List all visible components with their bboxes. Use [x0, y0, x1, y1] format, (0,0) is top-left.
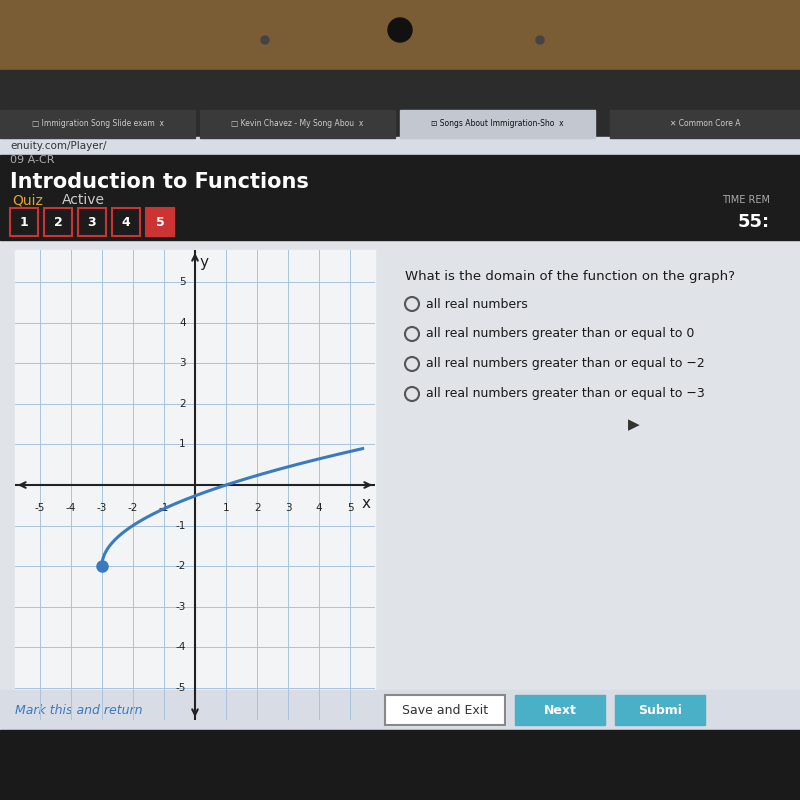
Text: 2: 2	[254, 503, 260, 514]
Text: ✕ Common Core A: ✕ Common Core A	[670, 119, 740, 129]
Bar	[610, 110, 800, 138]
Text: 09 A-CR: 09 A-CR	[10, 155, 54, 165]
Text: 55:: 55:	[738, 213, 770, 231]
Text: 3: 3	[179, 358, 186, 369]
Text: -3: -3	[175, 602, 186, 611]
Text: 4: 4	[316, 503, 322, 514]
Bar	[515, 695, 605, 725]
Text: 4: 4	[179, 318, 186, 328]
Text: ▶: ▶	[628, 418, 640, 433]
Bar	[15, 250, 375, 720]
Text: -5: -5	[175, 682, 186, 693]
Circle shape	[261, 36, 269, 44]
Text: 3: 3	[88, 215, 96, 229]
Text: enuity.com/Player/: enuity.com/Player/	[10, 141, 106, 151]
Bar	[0, 240, 800, 730]
Bar	[0, 0, 800, 70]
Bar	[112, 208, 140, 236]
Bar	[10, 208, 38, 236]
Text: -4: -4	[66, 503, 76, 514]
Text: TIME REM: TIME REM	[722, 195, 770, 205]
Bar	[0, 730, 800, 800]
Text: Next: Next	[543, 703, 577, 717]
Text: ⊡ Songs About Immigration-Sho  x: ⊡ Songs About Immigration-Sho x	[431, 119, 564, 129]
Bar	[78, 208, 106, 236]
Bar	[44, 208, 72, 236]
Text: all real numbers greater than or equal to −2: all real numbers greater than or equal t…	[426, 358, 705, 370]
Text: 1: 1	[20, 215, 28, 229]
Bar	[615, 695, 705, 725]
Text: □ Kevin Chavez - My Song Abou  x: □ Kevin Chavez - My Song Abou x	[231, 119, 364, 129]
Text: all real numbers greater than or equal to −3: all real numbers greater than or equal t…	[426, 387, 705, 401]
Bar	[44, 208, 72, 236]
Text: 5: 5	[179, 278, 186, 287]
Text: -5: -5	[34, 503, 45, 514]
Text: 5: 5	[156, 215, 164, 229]
Text: y: y	[200, 254, 209, 270]
Bar	[10, 208, 38, 236]
Text: □ Immigration Song Slide exam  x: □ Immigration Song Slide exam x	[31, 119, 163, 129]
Text: Active: Active	[62, 193, 105, 207]
Text: -4: -4	[175, 642, 186, 652]
Text: Introduction to Functions: Introduction to Functions	[10, 172, 309, 192]
Text: 1: 1	[222, 503, 230, 514]
Circle shape	[388, 18, 412, 42]
Text: -2: -2	[128, 503, 138, 514]
Text: 4: 4	[122, 215, 130, 229]
Bar	[0, 155, 800, 240]
Text: Mark this and return: Mark this and return	[15, 703, 142, 717]
Text: 5: 5	[347, 503, 354, 514]
Bar	[146, 208, 174, 236]
Bar	[0, 137, 800, 155]
Text: all real numbers: all real numbers	[426, 298, 528, 310]
Circle shape	[536, 36, 544, 44]
Text: Quiz: Quiz	[12, 193, 43, 207]
Text: What is the domain of the function on the graph?: What is the domain of the function on th…	[405, 270, 735, 283]
Text: 1: 1	[179, 439, 186, 450]
Text: x: x	[361, 496, 370, 510]
Bar	[200, 110, 395, 138]
Bar	[0, 70, 800, 140]
Text: -1: -1	[158, 503, 169, 514]
Bar	[146, 208, 174, 236]
Text: 2: 2	[54, 215, 62, 229]
Text: 3: 3	[285, 503, 291, 514]
Text: -1: -1	[175, 521, 186, 530]
Bar	[0, 690, 800, 730]
Text: 2: 2	[179, 399, 186, 409]
Bar	[385, 695, 505, 725]
Bar	[78, 208, 106, 236]
Text: Submi: Submi	[638, 703, 682, 717]
Bar	[0, 110, 195, 138]
Text: -2: -2	[175, 561, 186, 571]
Text: Save and Exit: Save and Exit	[402, 703, 488, 717]
Bar	[385, 695, 505, 725]
Bar	[400, 110, 595, 138]
Text: all real numbers greater than or equal to 0: all real numbers greater than or equal t…	[426, 327, 694, 341]
Text: -3: -3	[97, 503, 107, 514]
Bar	[112, 208, 140, 236]
